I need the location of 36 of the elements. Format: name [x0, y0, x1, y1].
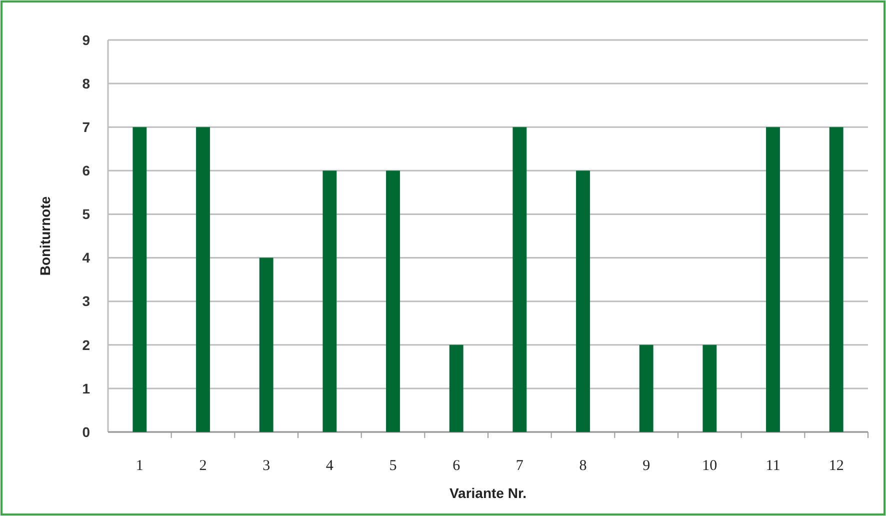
bar	[766, 127, 780, 432]
x-tick-label: 4	[326, 458, 334, 474]
x-tick-label: 2	[199, 458, 207, 474]
y-axis-title: Boniturnote	[37, 196, 53, 276]
bar	[132, 127, 147, 432]
bar	[702, 344, 717, 432]
bar	[386, 170, 400, 432]
x-tick-label: 12	[828, 458, 844, 474]
y-tick-label: 8	[82, 75, 90, 92]
x-tick-label: 6	[452, 458, 461, 474]
x-tick-label: 5	[389, 458, 397, 474]
y-tick-label: 6	[82, 162, 90, 179]
bar	[259, 258, 274, 432]
bar	[449, 344, 464, 432]
bar	[512, 127, 527, 432]
x-tick-label: 3	[262, 458, 270, 474]
y-tick-label: 4	[82, 250, 90, 266]
bar	[576, 170, 590, 432]
x-tick-label: 1	[136, 458, 144, 474]
x-axis-title: Variante Nr.	[449, 485, 527, 501]
y-tick-label: 3	[82, 293, 90, 310]
bar	[639, 344, 654, 432]
bar	[322, 170, 337, 432]
bar	[196, 127, 210, 432]
x-tick-label: 7	[516, 458, 524, 474]
y-tick-label: 2	[82, 336, 90, 353]
y-tick-label: 7	[82, 119, 90, 136]
y-tick-label: 0	[82, 424, 90, 440]
bar	[829, 127, 844, 432]
y-tick-label: 5	[82, 206, 90, 222]
x-tick-label: 10	[702, 458, 718, 474]
x-tick-label: 8	[579, 458, 587, 474]
y-tick-label: 9	[82, 32, 90, 48]
x-tick-label: 9	[642, 458, 650, 474]
y-tick-label: 1	[82, 380, 90, 396]
x-tick-label: 11	[766, 458, 780, 474]
